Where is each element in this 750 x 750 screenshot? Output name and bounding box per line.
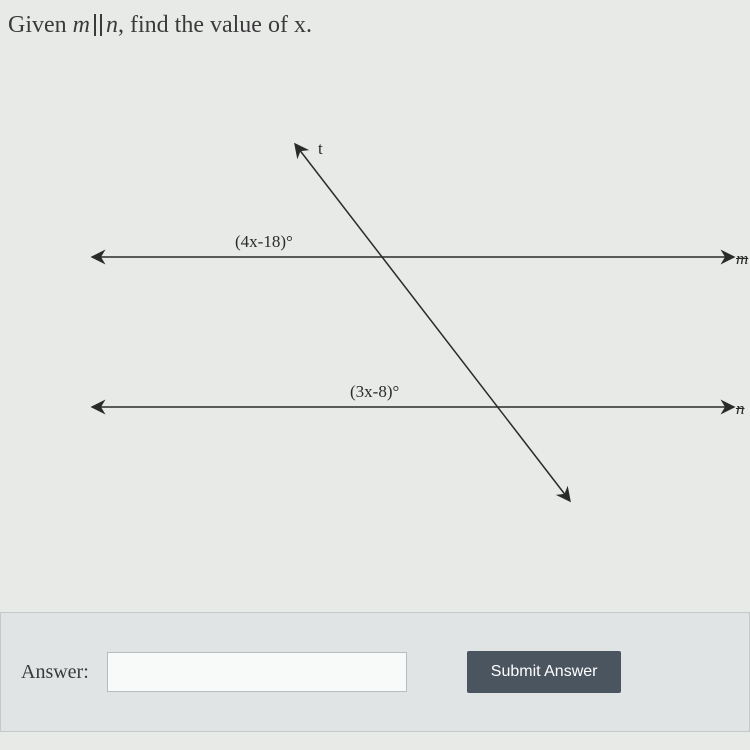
geometry-svg [0, 39, 750, 519]
question-var-n: n [106, 12, 118, 38]
line-t-label: t [318, 139, 323, 159]
question-text: Given mn, find the value of x. [0, 0, 750, 39]
line-t [295, 144, 570, 501]
submit-button[interactable]: Submit Answer [467, 651, 622, 693]
answer-panel: Answer: Submit Answer [0, 612, 750, 732]
angle-label-2: (3x-8)° [350, 382, 399, 402]
question-var-m: m [73, 12, 90, 38]
line-m-label: m [736, 249, 748, 269]
question-suffix: , find the value of x. [118, 12, 312, 38]
question-prefix: Given [8, 12, 73, 38]
line-n-label: n [736, 399, 745, 419]
diagram: (4x-18)° (3x-8)° m n t [0, 39, 750, 519]
answer-label: Answer: [21, 661, 89, 684]
angle-label-1: (4x-18)° [235, 232, 293, 252]
answer-input[interactable] [107, 652, 407, 692]
